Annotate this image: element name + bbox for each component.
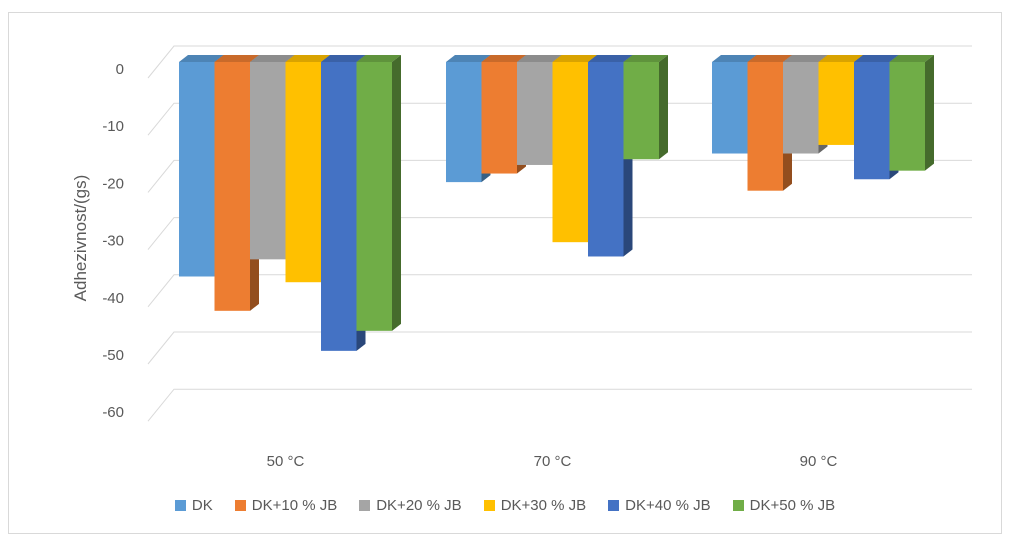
bar-front-face <box>747 62 783 191</box>
y-tick-label: -50 <box>102 347 124 364</box>
bar-top-face <box>783 55 828 62</box>
legend-label: DK+30 % JB <box>500 497 587 514</box>
bar-top-face <box>179 55 224 62</box>
bar-top-face <box>517 55 562 62</box>
legend-item: DK+10 % JB <box>234 497 338 514</box>
bar-front-face <box>783 62 819 154</box>
legend-swatch <box>359 500 371 511</box>
x-category-label: 50 °C <box>267 453 305 470</box>
bar-front-face <box>285 62 321 283</box>
gridline <box>147 159 972 193</box>
gridline <box>147 331 972 365</box>
bar-front-face <box>818 62 854 145</box>
legend-swatch <box>234 500 246 511</box>
bar <box>623 55 668 160</box>
legend-item: DK+50 % JB <box>732 497 836 514</box>
bar-front-face <box>889 62 925 171</box>
gridline <box>147 45 972 79</box>
legend-item: DK+30 % JB <box>483 497 587 514</box>
bar-top-face <box>446 55 491 62</box>
gridlines <box>147 45 972 422</box>
legend-label: DK+20 % JB <box>376 497 462 514</box>
bar-front-face <box>214 62 250 311</box>
bar <box>356 55 401 331</box>
bar-side-face <box>925 55 934 171</box>
bar-top-face <box>623 55 668 62</box>
legend-swatch <box>483 500 495 511</box>
y-tick-label: -10 <box>102 118 124 135</box>
gridline <box>147 217 972 250</box>
legend-label: DK+10 % JB <box>251 497 338 514</box>
y-tick-label: -40 <box>102 290 124 307</box>
bar-front-face <box>446 62 482 183</box>
bar-top-face <box>854 55 899 62</box>
bar-top-face <box>250 55 295 62</box>
legend-label: DK <box>191 497 213 514</box>
bar-front-face <box>623 62 659 160</box>
bar-top-face <box>214 55 259 62</box>
y-tick-label: -20 <box>102 175 124 192</box>
x-category-label: 90 °C <box>800 453 838 470</box>
legend-swatch <box>174 500 186 511</box>
legend-swatch <box>732 500 744 511</box>
bar-front-face <box>481 62 517 174</box>
legend-label: DK+40 % JB <box>625 497 711 514</box>
x-axis-categories: 50 °C 70 °C 90 °C <box>267 453 838 470</box>
bar-top-face <box>588 55 633 62</box>
gridline <box>147 274 972 308</box>
x-category-label: 70 °C <box>534 453 572 470</box>
bar-front-face <box>321 62 357 351</box>
bar-top-face <box>481 55 526 62</box>
legend-label: DK+50 % JB <box>749 497 836 514</box>
bar <box>889 55 934 171</box>
y-axis-label: Adhezivnost/(gs) <box>71 175 90 302</box>
bar-top-face <box>285 55 330 62</box>
bar-front-face <box>517 62 553 165</box>
bar-top-face <box>889 55 934 62</box>
bar-top-face <box>321 55 366 62</box>
legend-item: DK+40 % JB <box>608 497 711 514</box>
bar-top-face <box>356 55 401 62</box>
bar-front-face <box>356 62 392 331</box>
bars <box>179 55 934 351</box>
bar-front-face <box>588 62 624 257</box>
bar-top-face <box>712 55 757 62</box>
legend: DK DK+10 % JB DK+20 % JB DK+30 % JB DK+40 % … <box>0 497 1010 514</box>
bar-front-face <box>854 62 890 180</box>
bar-side-face <box>392 55 401 331</box>
y-tick-label: -30 <box>102 233 124 250</box>
bar-front-face <box>552 62 588 243</box>
bar-side-face <box>659 55 668 160</box>
y-tick-label: -60 <box>102 404 124 421</box>
legend-item: DK <box>174 497 213 514</box>
legend-item: DK+20 % JB <box>359 497 462 514</box>
bar-top-face <box>747 55 792 62</box>
bar-front-face <box>179 62 215 277</box>
gridline <box>147 388 972 422</box>
gridline <box>147 102 972 136</box>
bar-top-face <box>552 55 597 62</box>
bar-front-face <box>712 62 748 154</box>
legend-swatch <box>608 500 620 511</box>
y-tick-label: 0 <box>116 61 124 78</box>
bar-top-face <box>818 55 863 62</box>
y-axis-ticks: 0 -10 -20 -30 -40 -50 -60 <box>102 61 124 421</box>
bar-front-face <box>250 62 286 260</box>
